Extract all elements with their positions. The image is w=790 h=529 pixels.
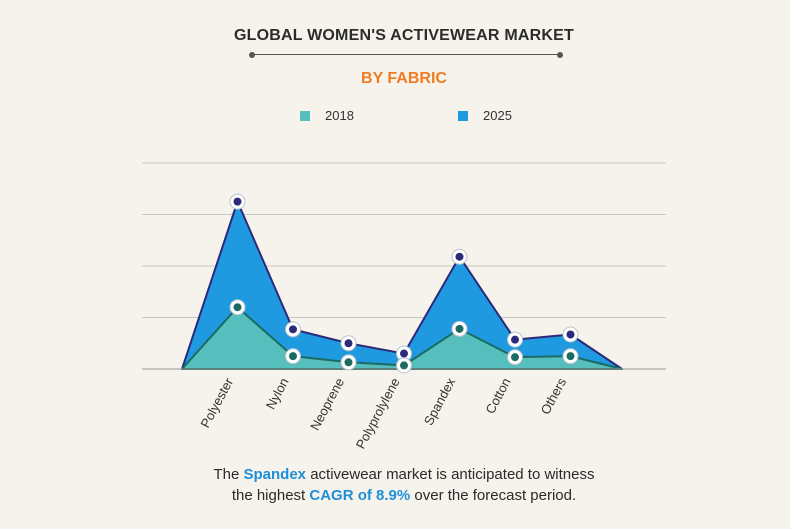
area-series-2018 <box>181 306 623 370</box>
x-tick-label-cotton: Cotton <box>482 375 513 416</box>
point-core-2018-neoprene <box>343 357 354 368</box>
point-core-2018-cotton <box>510 352 520 363</box>
caption-text-1: The <box>213 466 244 483</box>
point-core-2025-neoprene <box>343 338 354 349</box>
point-core-2025-polyprolylene <box>399 348 409 359</box>
divider-dot-left <box>249 51 255 58</box>
legend-item-2018: 2018 <box>300 108 354 123</box>
chart-subtitle: BY FABRIC <box>361 70 447 87</box>
x-tick-label-spandex: Spandex <box>421 375 459 428</box>
divider-dot-right <box>557 51 563 58</box>
point-core-2025-cotton <box>510 334 520 345</box>
point-core-2025-others <box>565 329 576 340</box>
caption-line-1: The Spandex activewear market is anticip… <box>0 464 790 485</box>
caption-text-4: over the forecast period. <box>410 487 577 504</box>
x-tick-label-polyester: Polyester <box>197 375 236 430</box>
title-divider <box>249 51 563 58</box>
point-core-2018-polyester <box>232 302 243 313</box>
caption-text-3: the highest <box>231 487 310 504</box>
point-core-2018-others <box>565 351 576 362</box>
caption-highlight-cagr: CAGR of 8.9% <box>309 487 411 504</box>
point-core-2025-nylon <box>288 324 298 335</box>
x-tick-label-polyprolylene: Polyprolylene <box>353 375 403 451</box>
chart-caption: The Spandex activewear market is anticip… <box>0 464 790 506</box>
legend-item-2025: 2025 <box>458 108 512 123</box>
caption-text-2: activewear market is anticipated to witn… <box>306 466 595 483</box>
legend-label-2018: 2018 <box>325 108 354 123</box>
point-core-2018-spandex <box>454 323 465 334</box>
point-core-2018-polyprolylene <box>399 360 409 371</box>
x-tick-label-nylon: Nylon <box>263 375 292 411</box>
point-core-2025-spandex <box>454 251 465 262</box>
legend-swatch-2025 <box>458 110 468 121</box>
chart-title: GLOBAL WOMEN'S ACTIVEWEAR MARKET <box>234 27 574 44</box>
point-core-2018-nylon <box>288 351 298 362</box>
caption-highlight-spandex: Spandex <box>243 466 307 483</box>
point-core-2025-polyester <box>232 196 243 207</box>
caption-line-2: the highest CAGR of 8.9% over the foreca… <box>0 485 790 506</box>
x-tick-label-others: Others <box>538 375 570 417</box>
area-chart: Polyester Nylon Neoprene Polyprolylene Spand… <box>142 162 666 451</box>
legend-label-2025: 2025 <box>483 108 512 123</box>
legend-swatch-2018 <box>300 110 310 121</box>
x-tick-label-neoprene: Neoprene <box>307 375 347 432</box>
